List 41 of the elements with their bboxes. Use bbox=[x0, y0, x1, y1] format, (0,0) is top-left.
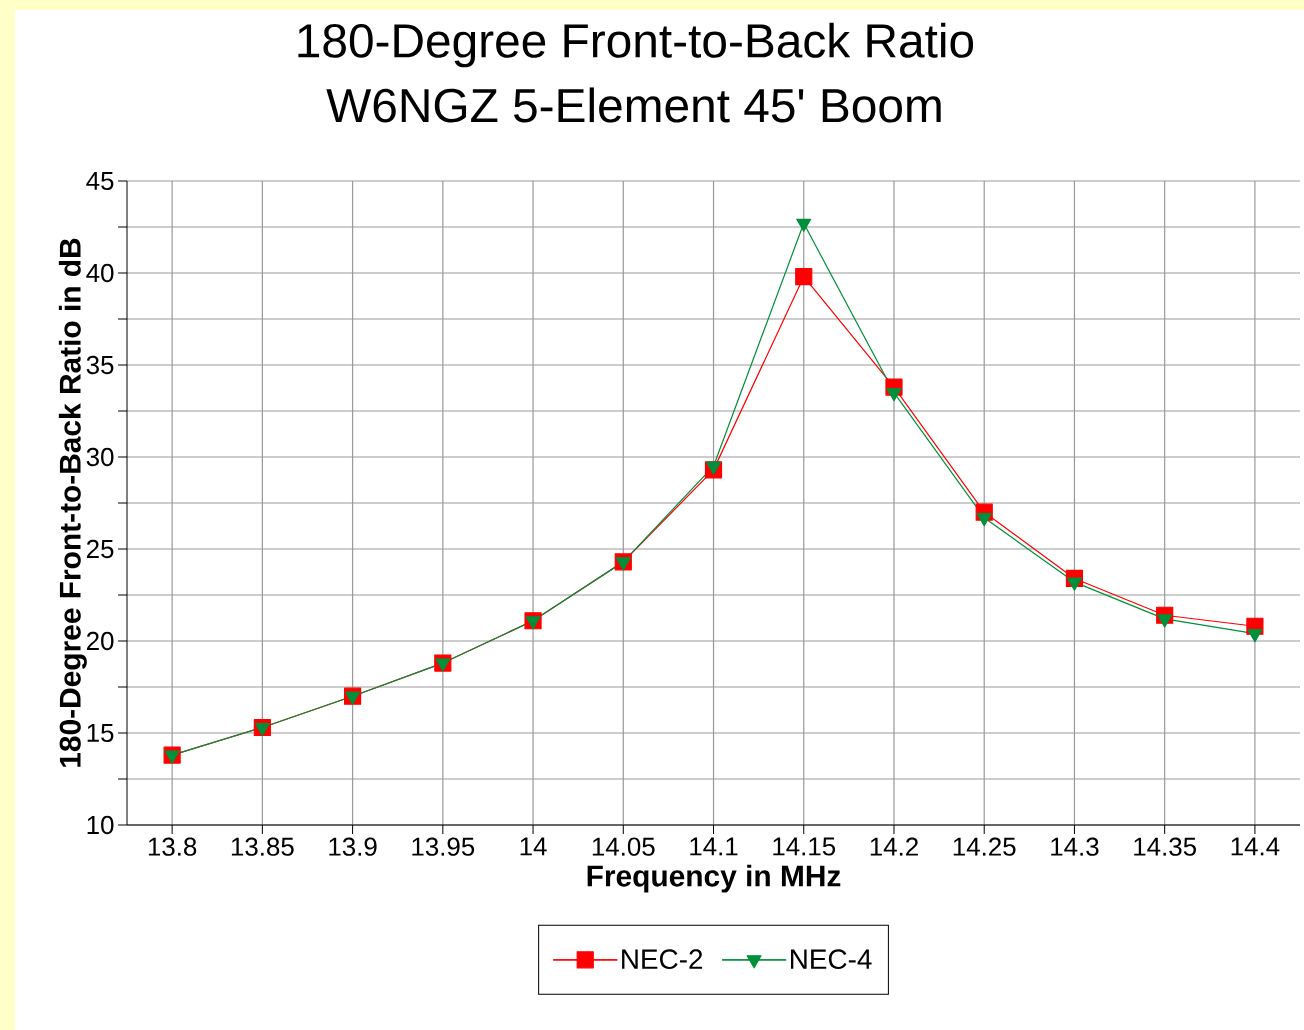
x-tick-label: 14.4 bbox=[1231, 837, 1280, 856]
point bbox=[796, 218, 812, 232]
point bbox=[795, 268, 813, 286]
x-tick-label: 14.2 bbox=[870, 837, 918, 856]
point bbox=[345, 691, 361, 705]
legend-label: NEC-4 bbox=[790, 949, 872, 970]
point bbox=[615, 557, 631, 571]
x-tick-label: 14.15 bbox=[773, 837, 836, 856]
chart-subtitle: W6NGZ 5-Element 45' Boom bbox=[326, 87, 941, 123]
legend-label: NEC-2 bbox=[622, 949, 703, 970]
point bbox=[164, 750, 180, 764]
x-axis-title: Frequency in MHz bbox=[587, 864, 841, 893]
point bbox=[1157, 614, 1173, 628]
y-tick-label: 35 bbox=[86, 355, 114, 375]
point bbox=[525, 616, 541, 630]
y-tick-label: 10 bbox=[87, 815, 114, 835]
y-tick-label: 15 bbox=[87, 723, 114, 743]
x-tick-label: 14.1 bbox=[690, 837, 738, 856]
point bbox=[254, 722, 270, 737]
x-tick-label: 13.8 bbox=[148, 837, 197, 856]
y-axis-title: 180-Degree Front-to-Back Ratio in dB bbox=[58, 238, 87, 767]
y-tick-label: 40 bbox=[86, 263, 114, 283]
x-tick-label: 13.85 bbox=[231, 837, 294, 856]
y-tick-label: 45 bbox=[86, 171, 114, 191]
chart-title: 180-Degree Front-to-Back Ratio bbox=[298, 22, 974, 68]
point bbox=[976, 513, 992, 527]
point bbox=[1066, 577, 1082, 591]
point bbox=[705, 461, 722, 475]
x-tick-label: 13.9 bbox=[329, 837, 377, 856]
y-tick-label: 25 bbox=[86, 539, 114, 559]
x-tick-label: 13.95 bbox=[412, 837, 475, 856]
y-tick-label: 30 bbox=[86, 447, 114, 467]
x-tick-label: 14.3 bbox=[1051, 837, 1099, 856]
point bbox=[886, 387, 902, 402]
x-tick-label: 14.05 bbox=[592, 837, 655, 856]
x-tick-label: 14.25 bbox=[953, 837, 1016, 856]
x-tick-label: 14.35 bbox=[1134, 837, 1196, 856]
point bbox=[1247, 629, 1263, 643]
y-tick-label: 20 bbox=[86, 631, 114, 651]
point bbox=[435, 658, 451, 672]
x-tick-label: 14 bbox=[520, 837, 547, 856]
